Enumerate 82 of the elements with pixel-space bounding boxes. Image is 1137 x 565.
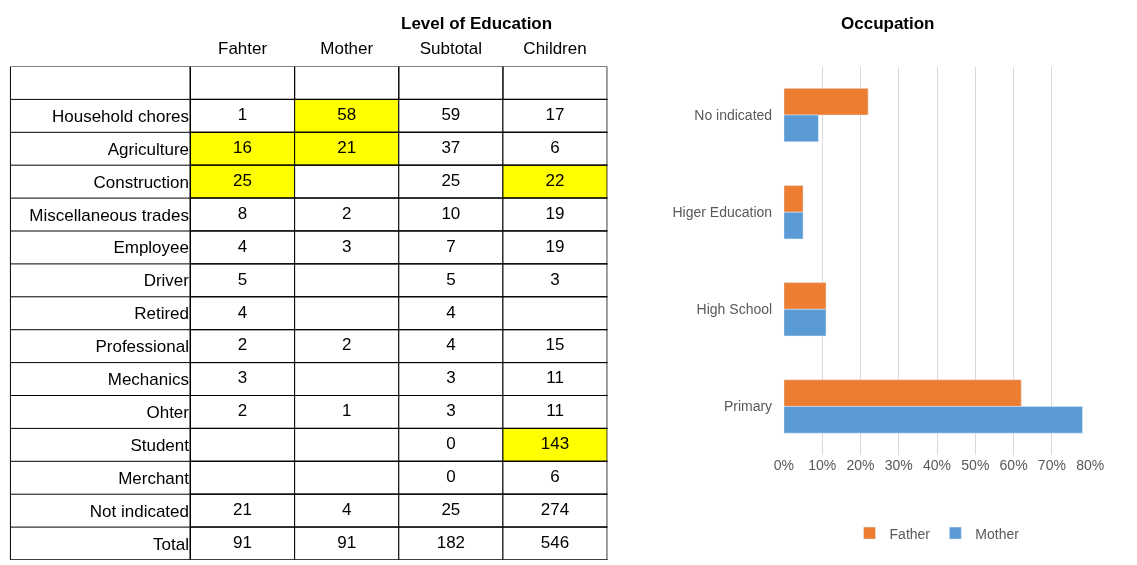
data-label: 143 (540, 434, 570, 454)
x-tick-label: 40% (923, 457, 952, 473)
data-label: 10 (441, 203, 461, 223)
data-label: 1 (342, 401, 352, 421)
data-label: 11 (546, 401, 564, 421)
y-tick-label: Miscellaneous trades (29, 205, 189, 225)
y-tick-label: Agriculture (107, 139, 189, 159)
data-label: 3 (342, 236, 352, 256)
y-tick-label: High School (696, 301, 773, 318)
data-label: 21 (337, 138, 357, 157)
data-label: 4 (342, 499, 352, 519)
data-label: 19 (545, 203, 565, 223)
data-label: 3 (237, 368, 248, 388)
data-label: 25 (441, 170, 461, 190)
data-label: 6 (550, 467, 560, 486)
chart-title: Occupation (841, 14, 935, 33)
data-label: 16 (233, 138, 253, 157)
data-label: 546 (540, 532, 570, 552)
y-tick-label: Household chores (51, 106, 189, 126)
x-tick-label: 70% (1037, 457, 1066, 473)
data-label: 6 (550, 138, 560, 157)
data-label: 17 (545, 105, 565, 125)
data-label: 2 (237, 335, 248, 355)
data-label: 3 (446, 401, 456, 421)
data-label: 11 (546, 368, 564, 388)
data-label: 3 (446, 368, 456, 388)
y-tick-label: Total (153, 534, 189, 554)
y-tick-label: Driver (143, 271, 190, 291)
data-label: 5 (446, 269, 456, 289)
data-label: 25 (441, 499, 461, 519)
y-tick-label: No indicated (694, 106, 773, 123)
x-tick-label: 60% (999, 457, 1028, 473)
y-tick-label: Professional (95, 337, 189, 357)
y-tick-label: Higer Education (672, 204, 773, 221)
data-label: 25 (233, 170, 253, 190)
y-tick-label: Construction (93, 172, 189, 192)
data-label: 91 (233, 532, 253, 552)
y-tick-label: Student (130, 435, 190, 455)
data-label: 1 (237, 105, 248, 125)
data-label: 3 (550, 269, 560, 289)
data-label: 4 (237, 236, 248, 256)
x-tick-label: Subtotal (419, 39, 483, 59)
data-label: 4 (446, 302, 456, 322)
data-label: 2 (237, 401, 248, 421)
x-tick-label: 10% (808, 457, 837, 473)
x-tick-label: Children (523, 39, 587, 59)
chart-title: Level of Education (401, 14, 553, 33)
x-tick-label: Mother (320, 39, 374, 59)
data-label: 2 (342, 335, 352, 355)
legend-label: Father (889, 525, 931, 542)
data-label: 22 (545, 170, 565, 190)
x-tick-label: 50% (961, 457, 990, 473)
legend-label: Mother (975, 525, 1020, 542)
y-tick-label: Not indicated (89, 501, 189, 521)
y-tick-label: Retired (134, 304, 189, 324)
data-label: 19 (545, 236, 565, 256)
data-label: 8 (237, 203, 248, 223)
data-label: 0 (446, 467, 456, 486)
data-label: 91 (337, 532, 357, 552)
y-tick-label: Employee (113, 238, 189, 258)
x-tick-label: 80% (1076, 457, 1105, 473)
y-tick-label: Merchant (118, 468, 190, 488)
data-label: 59 (441, 105, 461, 125)
y-tick-label: Primary (723, 398, 773, 415)
data-label: 0 (446, 434, 456, 454)
data-label: 7 (446, 236, 456, 256)
data-label: 182 (436, 532, 466, 552)
data-label: 2 (342, 203, 352, 223)
data-label: 5 (237, 269, 248, 289)
data-label: 4 (237, 302, 248, 322)
data-label: 21 (233, 499, 253, 519)
y-tick-label: Mechanics (107, 370, 189, 389)
x-tick-label: 0% (773, 457, 795, 473)
x-tick-label: Fahter (218, 39, 268, 59)
data-label: 15 (545, 335, 565, 355)
x-tick-label: 20% (846, 457, 875, 473)
data-label: 58 (337, 105, 357, 125)
y-tick-label: Ohter (146, 402, 190, 422)
data-label: 274 (540, 499, 570, 519)
data-label: 37 (441, 138, 461, 157)
x-tick-label: 30% (884, 457, 913, 473)
data-label: 4 (446, 335, 456, 355)
